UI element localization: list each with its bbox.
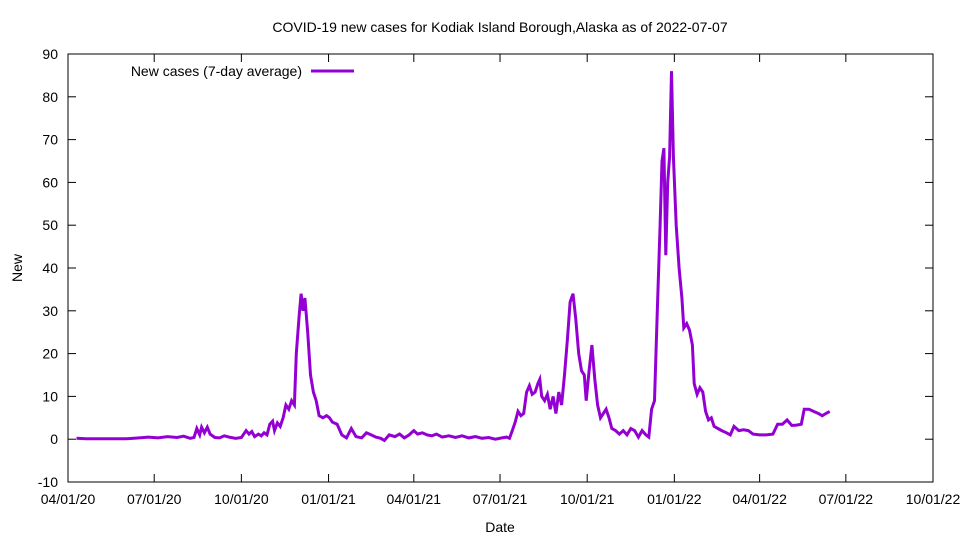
y-tick-label: 80 — [42, 89, 58, 105]
x-axis-label: Date — [485, 519, 515, 535]
x-tick-label: 01/01/22 — [647, 491, 702, 507]
y-tick-label: 20 — [42, 346, 58, 362]
plot-frame — [67, 53, 934, 483]
x-tick-label: 10/01/22 — [906, 491, 960, 507]
x-tick-label: 04/01/21 — [387, 491, 442, 507]
x-axis-ticks: 04/01/20 07/01/20 10/01/20 01/01/21 04/01/21… — [41, 54, 960, 507]
y-tick-label: 50 — [42, 217, 58, 233]
y-tick-label: 40 — [42, 260, 58, 276]
legend-label: New cases (7-day average) — [131, 63, 302, 79]
y-axis-ticks: -10 0 10 20 30 40 50 60 70 80 90 — [38, 46, 933, 490]
x-tick-label: 10/01/20 — [214, 491, 269, 507]
y-tick-label: 30 — [42, 303, 58, 319]
chart-title: COVID-19 new cases for Kodiak Island Bor… — [272, 19, 727, 35]
y-tick-label: 60 — [42, 174, 58, 190]
x-tick-label: 07/01/20 — [127, 491, 182, 507]
y-axis-label: New — [9, 253, 25, 282]
x-tick-label: 07/01/22 — [819, 491, 874, 507]
x-tick-label: 07/01/21 — [473, 491, 528, 507]
x-tick-label: 10/01/21 — [560, 491, 615, 507]
x-tick-label: 04/01/20 — [41, 491, 96, 507]
x-tick-label: 04/01/22 — [732, 491, 787, 507]
legend: New cases (7-day average) — [131, 63, 354, 79]
y-tick-label: -10 — [38, 474, 58, 490]
series-line-new-cases — [76, 71, 831, 443]
y-tick-label: 10 — [42, 388, 58, 404]
y-tick-label: 90 — [42, 46, 58, 62]
y-tick-label: 0 — [50, 431, 58, 447]
x-tick-label: 01/01/21 — [301, 491, 356, 507]
y-tick-label: 70 — [42, 132, 58, 148]
